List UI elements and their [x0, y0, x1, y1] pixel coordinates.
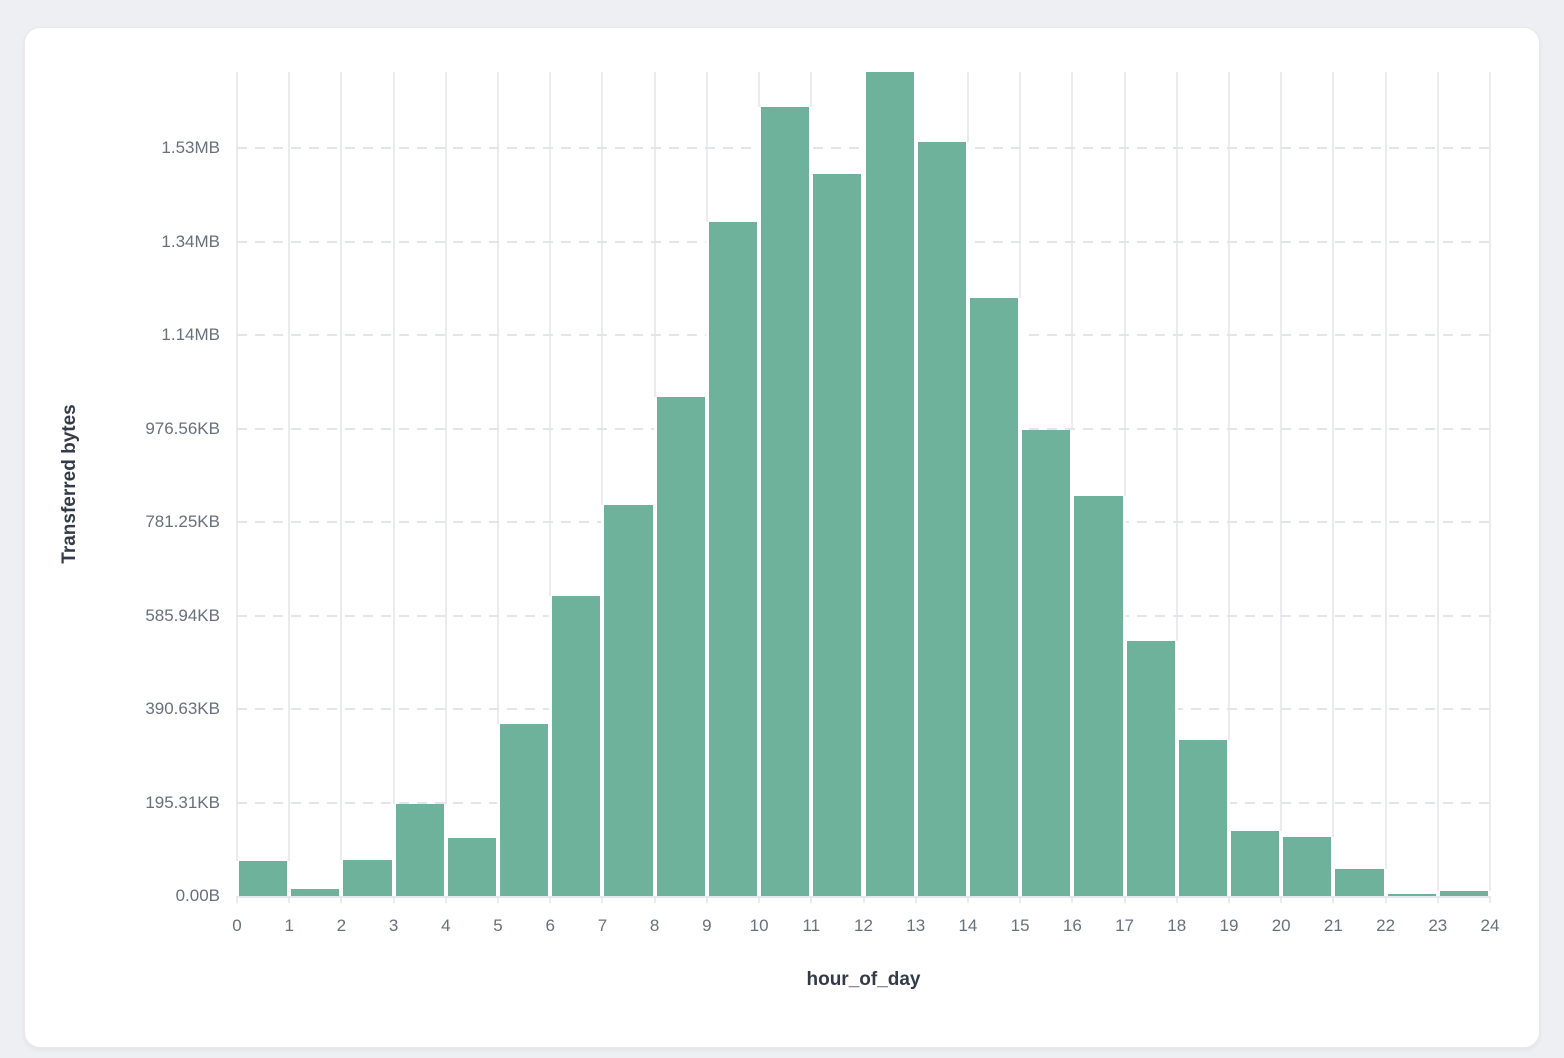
x-axis-tick-label: 7	[597, 916, 608, 935]
x-axis-line	[237, 896, 1490, 898]
bar-hour-21[interactable]	[1332, 868, 1387, 896]
x-axis-title: hour_of_day	[806, 969, 921, 990]
bar-hour-1[interactable]	[288, 889, 343, 896]
y-axis-tick-label: 195.31KB	[145, 792, 220, 812]
x-axis-tick-label: 3	[388, 916, 399, 935]
x-axis-tick-label: 19	[1219, 916, 1239, 935]
x-axis-tick-label: 6	[545, 916, 555, 935]
vertical-gridline	[1489, 72, 1491, 903]
x-axis-tick-label: 13	[906, 916, 926, 935]
x-axis-tick-label: 21	[1323, 916, 1343, 935]
vertical-gridline	[340, 72, 343, 903]
x-axis-tick-label: 15	[1010, 916, 1030, 935]
bar-hour-12[interactable]	[862, 72, 917, 896]
vertical-gridline	[288, 72, 291, 903]
x-axis-tick-label: 4	[441, 916, 451, 935]
x-axis-tick-label: 14	[958, 916, 978, 935]
bar-hour-23[interactable]	[1436, 890, 1491, 896]
bar-hour-11[interactable]	[810, 174, 865, 896]
vertical-gridline	[236, 72, 238, 903]
plot-area	[236, 72, 1491, 903]
vertical-gridline	[1227, 72, 1230, 903]
vertical-gridline	[1332, 72, 1335, 903]
x-axis-tick-label: 5	[493, 916, 503, 935]
bar-hour-4[interactable]	[444, 838, 500, 896]
bar-hour-14[interactable]	[966, 298, 1022, 896]
bar-hour-20[interactable]	[1280, 837, 1335, 896]
y-axis-tick-label: 585.94KB	[145, 605, 220, 625]
x-axis-tick-label: 0	[232, 916, 242, 935]
x-axis-tick-label: 23	[1428, 916, 1448, 935]
x-axis-tick-label: 17	[1115, 916, 1134, 935]
x-axis-tick-label: 8	[649, 916, 660, 935]
vertical-gridline	[549, 72, 552, 903]
x-axis-tick-label: 20	[1271, 916, 1291, 935]
vertical-gridline	[1123, 72, 1126, 903]
vertical-gridline	[497, 72, 500, 903]
x-axis-tick-label: 10	[749, 916, 769, 935]
bar-hour-15[interactable]	[1019, 430, 1074, 896]
x-axis-tick-label: 9	[702, 916, 712, 935]
bar-hour-6[interactable]	[549, 595, 604, 896]
y-axis-tick-label: 781.25KB	[145, 512, 220, 532]
vertical-gridline	[392, 72, 395, 903]
x-axis-tick-label: 18	[1167, 916, 1187, 935]
bar-hour-2[interactable]	[340, 860, 395, 896]
y-axis-tick-label: 1.14MB	[161, 325, 220, 345]
y-axis-tick-label: 1.34MB	[161, 231, 220, 251]
y-axis-tick-label: 390.63KB	[145, 699, 220, 719]
bar-hour-19[interactable]	[1227, 831, 1283, 896]
bar-hour-3[interactable]	[392, 803, 447, 896]
y-axis-tick-label: 1.53MB	[161, 138, 220, 158]
vertical-gridline	[1384, 72, 1387, 903]
bar-hour-13[interactable]	[914, 142, 969, 896]
x-axis-tick-label: 16	[1062, 916, 1082, 935]
bar-hour-17[interactable]	[1123, 640, 1178, 896]
y-axis-tick-label: 0.00B	[175, 886, 220, 905]
vertical-gridline	[1280, 72, 1283, 903]
x-axis-tick-label: 24	[1480, 916, 1500, 935]
bar-hour-16[interactable]	[1071, 495, 1126, 896]
vertical-gridline	[1175, 72, 1178, 903]
x-axis-tick-label: 11	[802, 916, 821, 935]
vertical-gridline	[601, 72, 604, 903]
bar-hour-8[interactable]	[653, 397, 708, 896]
bar-hour-10[interactable]	[758, 107, 813, 896]
vertical-gridline	[444, 72, 447, 903]
x-axis-tick-labels: 0 1 2 3 4 5 6 7 8 9 10 11 12 13 14 15 16 17 18 19 20 21 22 23 24	[0, 914, 1564, 938]
x-axis-tick-label: 2	[336, 916, 347, 935]
bar-hour-18[interactable]	[1175, 739, 1230, 896]
bar-hour-5[interactable]	[497, 724, 552, 896]
x-axis-tick-label: 1	[284, 916, 294, 935]
bar-hour-7[interactable]	[601, 505, 656, 896]
bar-hour-0[interactable]	[236, 860, 291, 896]
y-axis-tick-label: 976.56KB	[145, 418, 220, 438]
bar-hour-9[interactable]	[705, 222, 761, 896]
x-axis-tick-label: 12	[854, 916, 873, 935]
x-axis-tick-label: 22	[1376, 916, 1396, 935]
vertical-gridline	[1436, 72, 1439, 903]
y-axis-tick-labels: 0.00B 195.31KB 390.63KB 585.94KB 781.25KB 976…	[0, 72, 220, 905]
